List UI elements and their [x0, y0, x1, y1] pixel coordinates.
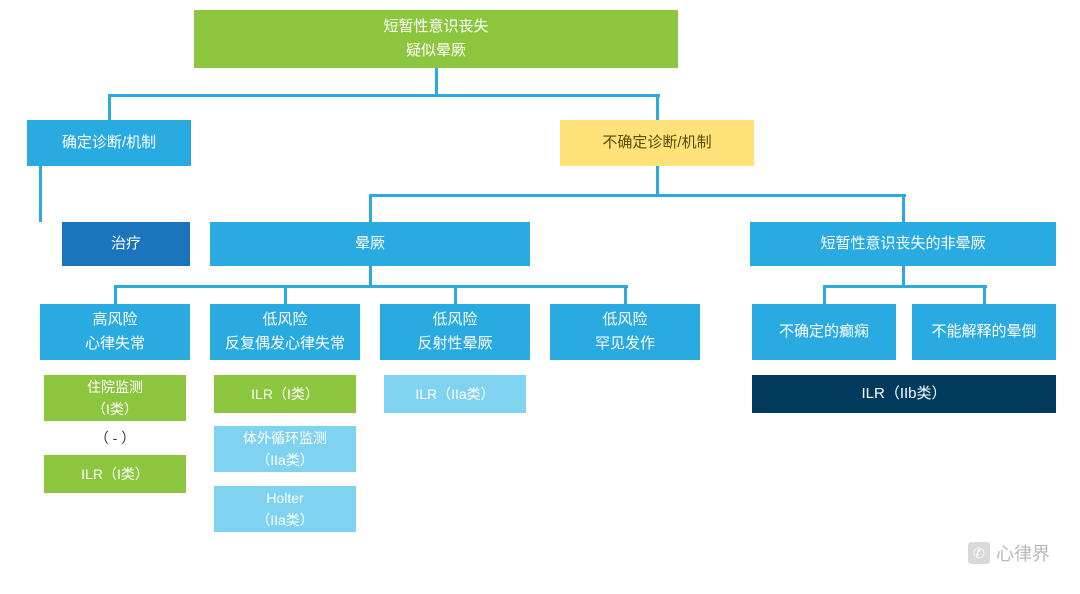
node-ilr-class1-b: ILR（I类） [214, 375, 356, 413]
watermark-text: 心律界 [996, 540, 1050, 566]
node-unexplained-fall: 不能解释的晕倒 [912, 304, 1056, 360]
node-non-syncope: 短暂性意识丧失的非晕厥 [750, 222, 1056, 266]
watermark: ✆ 心律界 [968, 540, 1050, 566]
node-ilr-class2a: ILR（IIa类） [384, 375, 526, 413]
node-root: 短暂性意识丧失疑似晕厥 [194, 10, 678, 68]
node-ilr-class2b: ILR（IIb类） [752, 375, 1056, 413]
node-risk-low-rare: 低风险罕见发作 [550, 304, 700, 360]
node-syncope: 晕厥 [210, 222, 530, 266]
node-divider-dash: （ - ） [44, 427, 186, 449]
node-diag-certain: 确定诊断/机制 [27, 120, 191, 166]
node-inpatient-monitoring: 住院监测（I类） [44, 375, 186, 421]
node-risk-high-arrhythmia: 高风险心律失常 [40, 304, 190, 360]
node-holter: Holter（IIa类） [214, 486, 356, 532]
node-ilr-class1-a: ILR（I类） [44, 455, 186, 493]
node-risk-low-recur-arrhythmia: 低风险反复偶发心律失常 [210, 304, 360, 360]
node-risk-low-reflex: 低风险反射性晕厥 [380, 304, 530, 360]
node-diag-uncertain: 不确定诊断/机制 [560, 120, 754, 166]
node-external-loop: 体外循环监测（IIa类） [214, 426, 356, 472]
node-uncertain-epilepsy: 不确定的癫痫 [752, 304, 896, 360]
wechat-icon: ✆ [968, 542, 990, 564]
node-treatment: 治疗 [62, 222, 190, 266]
